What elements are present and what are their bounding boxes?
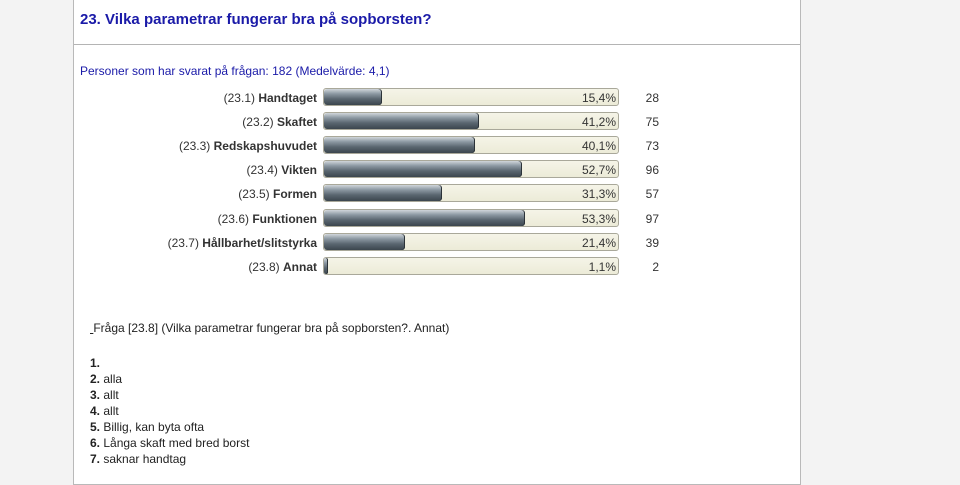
category-name: Annat bbox=[283, 260, 317, 274]
category-code: (23.4) bbox=[246, 163, 282, 177]
percent-label: 53,3% bbox=[581, 212, 616, 226]
category-label: (23.1) Handtaget bbox=[74, 91, 317, 105]
chart-row: (23.6) Funktionen 53,3% 97 bbox=[74, 208, 802, 232]
category-name: Handtaget bbox=[258, 91, 317, 105]
bar bbox=[324, 161, 522, 177]
category-name: Formen bbox=[272, 187, 317, 201]
answer-text: allt bbox=[100, 388, 119, 402]
bar-track bbox=[323, 136, 619, 154]
answer-number: 4. bbox=[90, 404, 101, 418]
answer-item: 4. allt bbox=[90, 403, 249, 419]
percent-label: 40,1% bbox=[581, 139, 616, 153]
answer-item: 6. Långa skaft med bred borst bbox=[90, 435, 249, 451]
count-label: 97 bbox=[645, 212, 659, 226]
category-code: (23.5) bbox=[238, 187, 273, 201]
bar-track bbox=[323, 257, 619, 275]
answer-item: 7. saknar handtag bbox=[90, 451, 249, 467]
category-label: (23.5) Formen bbox=[74, 187, 317, 201]
bar bbox=[324, 137, 475, 153]
answer-number: 2. bbox=[90, 372, 101, 386]
percent-label: 31,3% bbox=[581, 187, 616, 201]
category-label: (23.4) Vikten bbox=[74, 163, 317, 177]
bar-track bbox=[323, 88, 619, 106]
answer-item: 1. bbox=[90, 355, 249, 371]
category-name: Redskapshuvudet bbox=[213, 139, 317, 153]
free-text-question: Fråga [23.8] (Vilka parametrar fungerar … bbox=[90, 321, 449, 335]
percent-label: 21,4% bbox=[581, 236, 616, 250]
category-label: (23.8) Annat bbox=[74, 260, 317, 274]
chart-row: (23.3) Redskapshuvudet 40,1% 73 bbox=[74, 135, 802, 159]
count-label: 57 bbox=[645, 187, 659, 201]
chart-row: (23.4) Vikten 52,7% 96 bbox=[74, 159, 802, 183]
question-text: Fråga [23.8] (Vilka parametrar fungerar … bbox=[93, 321, 450, 335]
category-label: (23.3) Redskapshuvudet bbox=[74, 139, 317, 153]
percent-label: 41,2% bbox=[581, 115, 616, 129]
answer-number: 7. bbox=[90, 452, 101, 466]
category-name: Skaftet bbox=[276, 115, 317, 129]
category-name: Funktionen bbox=[252, 212, 317, 226]
answer-text: alla bbox=[100, 372, 123, 386]
answer-number: 3. bbox=[90, 388, 101, 402]
count-label: 73 bbox=[645, 139, 659, 153]
bar bbox=[324, 113, 479, 129]
answer-number: 1. bbox=[90, 356, 101, 370]
category-name: Vikten bbox=[281, 163, 317, 177]
bar bbox=[324, 210, 525, 226]
bar bbox=[324, 234, 405, 250]
category-name: Hållbarhet/slitstyrka bbox=[202, 236, 317, 250]
chart-row: (23.1) Handtaget 15,4% 28 bbox=[74, 87, 802, 111]
answer-text: saknar handtag bbox=[100, 452, 187, 466]
chart-row: (23.7) Hållbarhet/slitstyrka 21,4% 39 bbox=[74, 232, 802, 256]
category-label: (23.6) Funktionen bbox=[74, 212, 317, 226]
category-code: (23.1) bbox=[223, 91, 259, 105]
bar-track bbox=[323, 184, 619, 202]
answer-list: 1. 2. alla 3. allt 4. allt 5. Billig, kan by… bbox=[90, 355, 249, 467]
count-label: 75 bbox=[645, 115, 659, 129]
answer-text: Billig, kan byta ofta bbox=[100, 420, 205, 434]
answer-text: allt bbox=[100, 404, 119, 418]
bar bbox=[324, 185, 442, 201]
answer-item: 5. Billig, kan byta ofta bbox=[90, 419, 249, 435]
respondents-summary: Personer som har svarat på frågan: 182 (… bbox=[80, 64, 390, 78]
answer-number: 5. bbox=[90, 420, 101, 434]
bar bbox=[324, 258, 328, 274]
answer-number: 6. bbox=[90, 436, 101, 450]
answer-text: Långa skaft med bred borst bbox=[100, 436, 250, 450]
percent-label: 52,7% bbox=[581, 163, 616, 177]
category-label: (23.7) Hållbarhet/slitstyrka bbox=[74, 236, 317, 250]
answer-item: 2. alla bbox=[90, 371, 249, 387]
chart-row: (23.8) Annat 1,1% 2 bbox=[74, 256, 802, 280]
percent-label: 1,1% bbox=[588, 260, 616, 274]
count-label: 2 bbox=[652, 260, 659, 274]
percent-label: 15,4% bbox=[581, 91, 616, 105]
count-label: 96 bbox=[645, 163, 659, 177]
bar bbox=[324, 89, 382, 105]
chart-row: (23.2) Skaftet 41,2% 75 bbox=[74, 111, 802, 135]
answer-item: 3. allt bbox=[90, 387, 249, 403]
bar-track bbox=[323, 160, 619, 178]
count-label: 39 bbox=[645, 236, 659, 250]
count-label: 28 bbox=[645, 91, 659, 105]
category-code: (23.8) bbox=[248, 260, 283, 274]
category-code: (23.6) bbox=[217, 212, 253, 226]
category-code: (23.3) bbox=[178, 139, 214, 153]
results-panel: 23. Vilka parametrar fungerar bra på sop… bbox=[73, 0, 801, 485]
category-code: (23.2) bbox=[242, 115, 277, 129]
bar-track bbox=[323, 209, 619, 227]
title-divider bbox=[74, 44, 800, 45]
category-label: (23.2) Skaftet bbox=[74, 115, 317, 129]
bar-track bbox=[323, 233, 619, 251]
category-code: (23.7) bbox=[167, 236, 203, 250]
question-title: 23. Vilka parametrar fungerar bra på sop… bbox=[80, 11, 432, 28]
bar-track bbox=[323, 112, 619, 130]
chart-row: (23.5) Formen 31,3% 57 bbox=[74, 183, 802, 207]
